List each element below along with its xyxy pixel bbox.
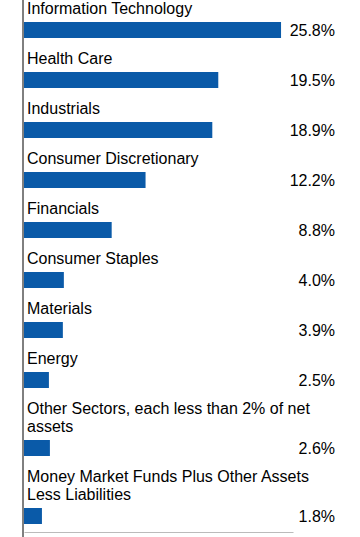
category-label: Energy <box>27 350 78 367</box>
category-label: Consumer Staples <box>27 250 159 267</box>
data-label: 4.0% <box>299 272 335 289</box>
data-label: 8.8% <box>299 222 335 239</box>
category-label-line: Less Liabilities <box>27 486 131 503</box>
category-label-line: Industrials <box>27 100 100 117</box>
data-label: 2.5% <box>299 372 335 389</box>
bar <box>24 122 212 138</box>
category-label: Financials <box>27 200 99 217</box>
category-label-line: Money Market Funds Plus Other Assets <box>27 468 309 485</box>
bars <box>24 22 281 524</box>
bar <box>24 372 49 388</box>
category-label-line: Other Sectors, each less than 2% of net <box>27 400 310 417</box>
x-axis-line <box>25 532 294 533</box>
bar <box>24 272 64 288</box>
bar <box>24 22 281 38</box>
category-label-line: Consumer Staples <box>27 250 159 267</box>
data-label: 12.2% <box>290 172 335 189</box>
bar <box>24 222 112 238</box>
data-label: 18.9% <box>290 122 335 139</box>
category-label: Materials <box>27 300 92 317</box>
category-label-line: Financials <box>27 200 99 217</box>
category-label-line: Materials <box>27 300 92 317</box>
bar <box>24 508 42 524</box>
y-axis-line <box>23 0 24 537</box>
data-labels: 25.8% 19.5% 18.9% 12.2% 8.8% 4.0% 3.9% 2.5% 2.6%… <box>290 22 335 525</box>
bar <box>24 322 63 338</box>
data-label: 3.9% <box>299 322 335 339</box>
category-label-line: Health Care <box>27 50 112 67</box>
category-label: Health Care <box>27 50 112 67</box>
data-label: 1.8% <box>299 508 335 525</box>
data-label: 19.5% <box>290 72 335 89</box>
category-label: Industrials <box>27 100 100 117</box>
bar <box>24 440 50 456</box>
category-label-line: Information Technology <box>27 0 192 17</box>
category-label: Money Market Funds Plus Other AssetsLess… <box>27 468 309 503</box>
category-label: Consumer Discretionary <box>27 150 199 167</box>
category-label-line: Energy <box>27 350 78 367</box>
category-label: Other Sectors, each less than 2% of neta… <box>27 400 310 435</box>
category-label-line: assets <box>27 418 73 435</box>
data-label: 25.8% <box>290 22 335 39</box>
data-label: 2.6% <box>299 440 335 457</box>
category-label: Information Technology <box>27 0 192 17</box>
x-axis <box>25 532 294 533</box>
bar <box>24 172 146 188</box>
chart: Information Technology Health Care Industr… <box>0 0 360 537</box>
category-label-line: Consumer Discretionary <box>27 150 199 167</box>
bar <box>24 72 218 88</box>
